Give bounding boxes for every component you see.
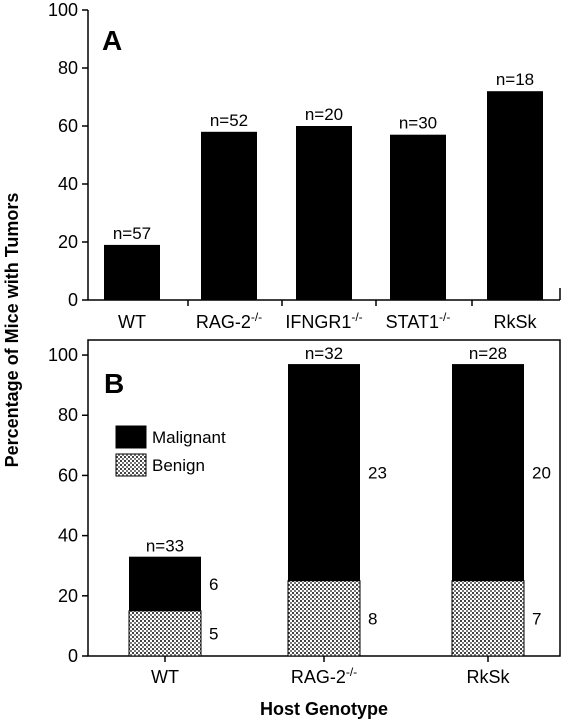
panel-a-bar <box>201 131 257 300</box>
panel-a-category-label: STAT1-/- <box>386 310 451 332</box>
panel-b-y-tick-label: 100 <box>48 345 78 365</box>
panel-a-n-label: n=18 <box>496 70 534 89</box>
panel-b-label: B <box>104 368 124 399</box>
panel-b-malignant-segment <box>452 364 524 581</box>
panel-b-malignant-count: 6 <box>209 575 218 594</box>
panel-b-y-tick-label: 0 <box>68 646 78 666</box>
panel-b-benign-count: 8 <box>368 609 377 628</box>
panel-a-y-tick-label: 20 <box>58 232 78 252</box>
legend-benign-swatch <box>115 453 147 477</box>
panel-a-bar <box>390 134 446 300</box>
panel-a-category-label: WT <box>118 312 146 332</box>
y-axis-label: Percentage of Mice with Tumors <box>2 193 22 468</box>
panel-a-n-label: n=20 <box>305 105 343 124</box>
panel-b-category-label: RAG-2-/- <box>291 665 357 687</box>
panel-a-label: A <box>102 25 122 56</box>
panel-a-y-tick-label: 100 <box>48 0 78 20</box>
panel-b-benign-segment <box>287 580 361 657</box>
panel-b-malignant-segment <box>129 556 201 611</box>
panel-a-n-label: n=30 <box>399 114 437 133</box>
panel-a-y-tick-label: 80 <box>58 58 78 78</box>
panel-a-y-tick-label: 60 <box>58 116 78 136</box>
x-axis-label: Host Genotype <box>260 699 388 719</box>
panel-b-n-label: n=28 <box>469 344 507 363</box>
panel-b-y-tick-label: 60 <box>58 465 78 485</box>
panel-b-category-label: WT <box>151 667 179 687</box>
panel-b-category-label: RkSk <box>466 667 510 687</box>
panel-a-bar <box>296 126 352 300</box>
panel-a-bar <box>487 91 543 300</box>
panel-a-n-label: n=57 <box>113 224 151 243</box>
panel-b-malignant-count: 23 <box>368 463 387 482</box>
panel-b-y-tick-label: 20 <box>58 586 78 606</box>
panel-a-category-label: IFNGR1-/- <box>285 310 362 332</box>
panel-b-n-label: n=33 <box>146 537 184 556</box>
panel-a-category-label: RAG-2-/- <box>196 310 262 332</box>
panel-b-benign-count: 5 <box>209 624 218 643</box>
panel-b-y-tick-label: 40 <box>58 526 78 546</box>
panel-a-n-label: n=52 <box>210 111 248 130</box>
panel-b-y-tick-label: 80 <box>58 405 78 425</box>
panel-b-malignant-segment <box>288 364 360 581</box>
panel-b-n-label: n=32 <box>305 344 343 363</box>
legend-malignant-label: Malignant <box>152 428 226 447</box>
panel-a-category-label: RkSk <box>493 312 537 332</box>
legend-benign-label: Benign <box>152 456 205 475</box>
panel-a-y-tick-label: 0 <box>68 290 78 310</box>
panel-b-benign-segment <box>128 610 202 657</box>
panel-b-benign-segment <box>451 580 525 657</box>
panel-a-y-tick-label: 40 <box>58 174 78 194</box>
panel-b-malignant-count: 20 <box>532 463 551 482</box>
legend-malignant-swatch <box>115 425 147 449</box>
panel-a-bar <box>104 244 160 300</box>
panel-b-benign-count: 7 <box>532 609 541 628</box>
